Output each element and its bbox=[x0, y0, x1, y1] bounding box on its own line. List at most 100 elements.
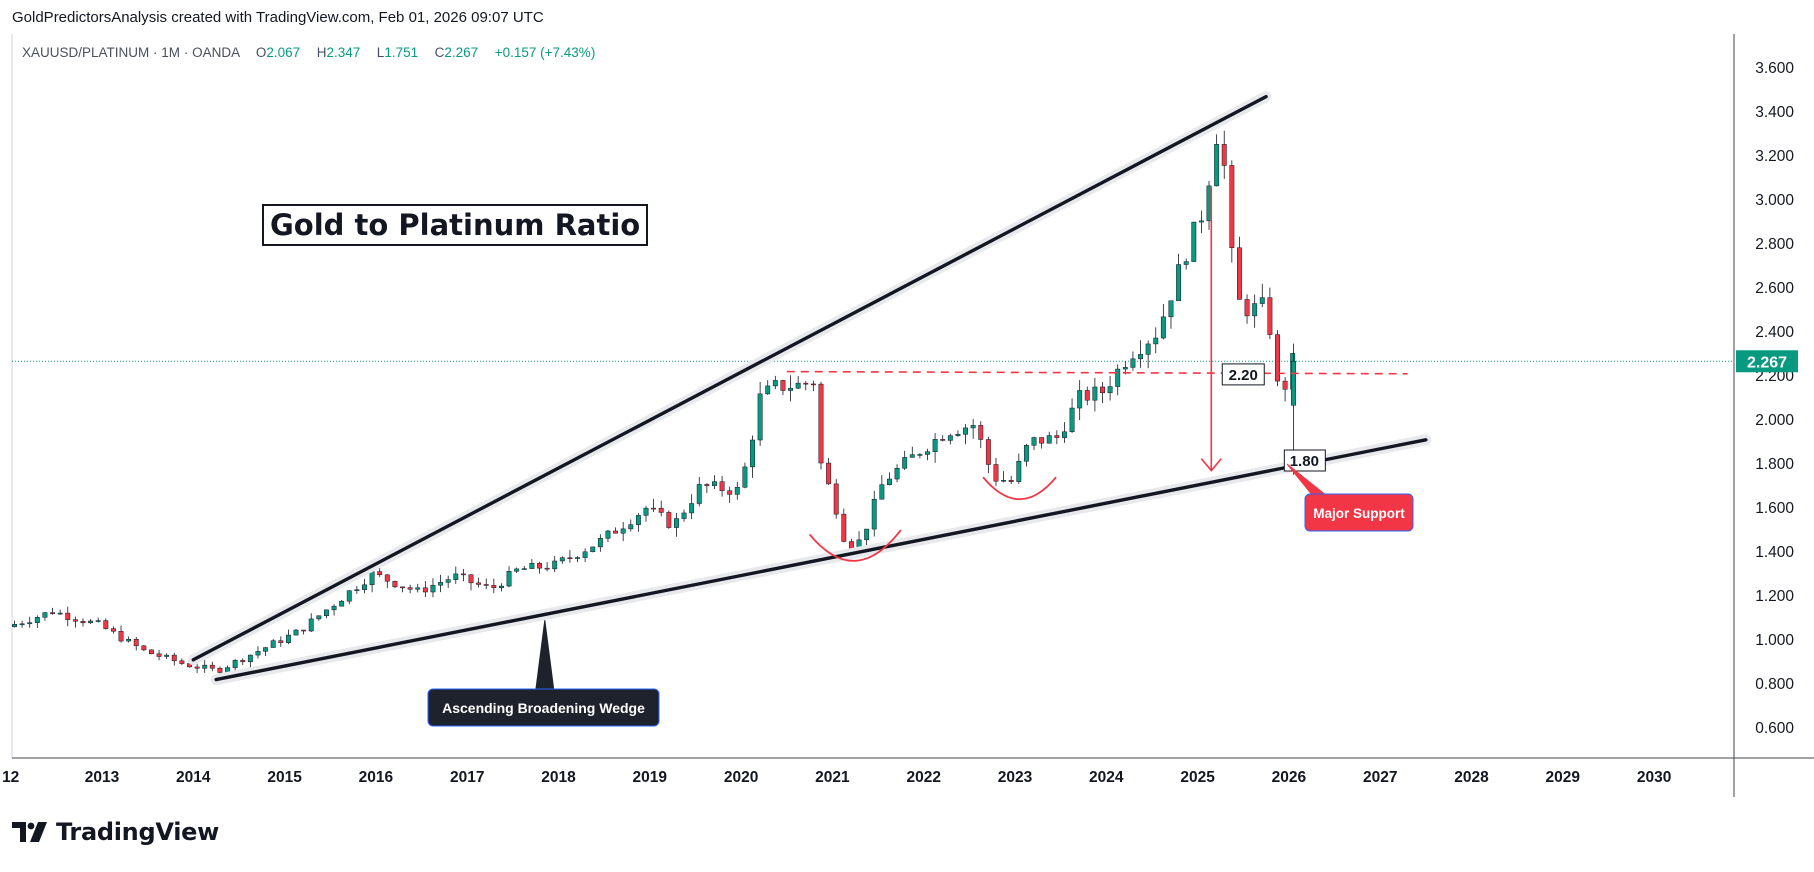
candle-body-down bbox=[803, 382, 809, 385]
candle bbox=[887, 472, 892, 486]
candle bbox=[955, 430, 961, 437]
candle-body-up bbox=[1130, 358, 1136, 368]
candle bbox=[993, 457, 999, 486]
high-value: 2.347 bbox=[326, 45, 361, 60]
candle bbox=[126, 636, 132, 643]
candle bbox=[1191, 221, 1197, 263]
support-callout-box[interactable] bbox=[1304, 493, 1414, 532]
candle bbox=[841, 508, 847, 543]
candle-body-up bbox=[757, 393, 763, 441]
y-tick-label: 1.200 bbox=[1755, 588, 1794, 605]
candle bbox=[415, 583, 421, 593]
annotation-layer[interactable]: 2.20 1.80 Ascending Broadening Wedge Major … bbox=[187, 91, 1432, 727]
candle bbox=[864, 528, 870, 548]
candle-body-up bbox=[864, 528, 870, 541]
candle-body-up bbox=[970, 425, 976, 429]
candle-body-up bbox=[742, 466, 748, 488]
candle bbox=[985, 436, 991, 474]
chart-title[interactable]: Gold to Platinum Ratio bbox=[262, 204, 649, 246]
upper-trendline[interactable] bbox=[191, 94, 1268, 662]
candle-body-down bbox=[171, 654, 177, 662]
candle-body-up bbox=[438, 582, 444, 586]
resistance-line[interactable] bbox=[786, 370, 1408, 375]
candle bbox=[1145, 340, 1151, 369]
candle-body-down bbox=[422, 587, 428, 593]
candle bbox=[217, 666, 223, 675]
rounding-bottom-arc[interactable] bbox=[982, 476, 1057, 500]
candle-body-up bbox=[430, 584, 436, 593]
candle bbox=[689, 494, 695, 520]
candle bbox=[95, 617, 101, 623]
candle-body-up bbox=[263, 647, 269, 652]
tradingview-wordmark: TradingView bbox=[56, 818, 219, 846]
candle-body-down bbox=[658, 507, 664, 513]
candle bbox=[400, 586, 405, 593]
candle-body-up bbox=[415, 587, 421, 590]
wedge-callout-box[interactable] bbox=[427, 688, 660, 727]
rounding-bottom-arc[interactable] bbox=[808, 529, 902, 562]
candle-body-up bbox=[1291, 361, 1296, 406]
candle-body-down bbox=[940, 439, 946, 441]
candle-body-up bbox=[955, 434, 961, 436]
current-price-tag[interactable] bbox=[1736, 350, 1798, 373]
y-tick-label: 0.800 bbox=[1755, 676, 1794, 693]
resistance-label-box[interactable] bbox=[1221, 363, 1265, 386]
candle-body-up bbox=[164, 654, 170, 657]
candle bbox=[795, 375, 801, 389]
candle-body-up bbox=[673, 518, 679, 528]
candle-body-up bbox=[1198, 220, 1204, 223]
candle-body-up bbox=[1191, 221, 1197, 262]
candle bbox=[88, 619, 94, 624]
candle-body-down bbox=[476, 582, 482, 585]
candle bbox=[1092, 377, 1098, 412]
candle-body-up bbox=[1160, 316, 1166, 339]
candle-body-up bbox=[788, 387, 794, 391]
candle bbox=[651, 498, 657, 512]
candle bbox=[133, 636, 139, 651]
candle-body-up bbox=[1046, 435, 1052, 444]
candle bbox=[620, 522, 626, 542]
x-tick-label: 2014 bbox=[176, 769, 211, 786]
candle bbox=[1039, 437, 1045, 449]
lower-trendline[interactable] bbox=[214, 438, 1428, 682]
candle bbox=[1153, 327, 1159, 354]
low-label: L bbox=[376, 45, 385, 60]
candle-body-down bbox=[194, 666, 200, 669]
candle bbox=[666, 510, 672, 529]
candle-body-down bbox=[978, 425, 984, 440]
y-tick-label: 1.400 bbox=[1755, 544, 1794, 561]
candle bbox=[27, 616, 33, 628]
candle bbox=[392, 580, 398, 589]
candle-body-down bbox=[72, 619, 78, 622]
candle-body-down bbox=[1221, 144, 1227, 166]
candle-body-down bbox=[301, 629, 307, 632]
candle-body-up bbox=[734, 487, 740, 495]
candle bbox=[894, 464, 900, 483]
candle-body-up bbox=[765, 385, 771, 395]
support-label-box[interactable] bbox=[1283, 449, 1326, 472]
candle-body-up bbox=[681, 512, 687, 519]
candle-body-up bbox=[1023, 445, 1029, 462]
candle-body-up bbox=[628, 524, 634, 530]
x-tick-label: 2029 bbox=[1546, 769, 1581, 786]
x-tick-label: 2018 bbox=[541, 769, 576, 786]
symbol-name[interactable]: XAUUSD/PLATINUM bbox=[22, 45, 150, 60]
candle-body-up bbox=[369, 571, 375, 586]
candle-body-up bbox=[1062, 431, 1067, 438]
candle bbox=[1008, 475, 1014, 485]
candle bbox=[537, 561, 542, 574]
resistance-label: 2.20 bbox=[1229, 367, 1258, 384]
candle-body-up bbox=[1069, 407, 1075, 433]
tradingview-branding[interactable]: TradingView bbox=[12, 818, 219, 846]
candle-body-down bbox=[141, 645, 147, 651]
candle-body-down bbox=[407, 587, 413, 590]
interval-label[interactable]: 1M bbox=[161, 45, 181, 60]
candle bbox=[810, 380, 816, 392]
candle-body-up bbox=[917, 454, 923, 456]
candle bbox=[247, 654, 253, 668]
change-percent: (+7.43%) bbox=[540, 45, 596, 60]
candle-body-down bbox=[491, 585, 497, 588]
candle bbox=[575, 556, 580, 563]
candle-body-up bbox=[620, 528, 626, 534]
